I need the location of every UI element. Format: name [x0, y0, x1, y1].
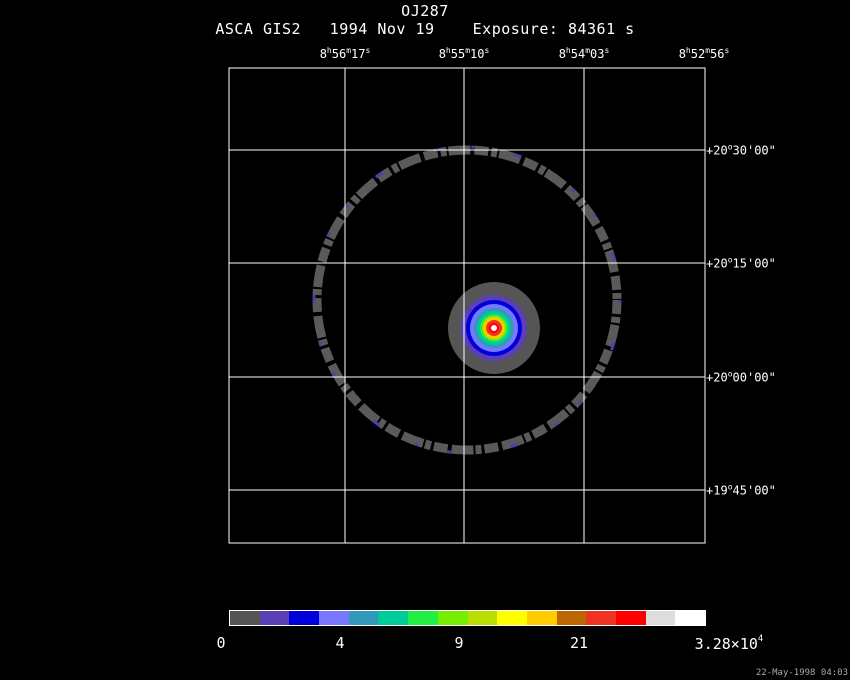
dec-tick-label: +20o30'00" — [706, 142, 776, 158]
colorbar-swatch — [408, 611, 438, 625]
colorbar-label: 21 — [569, 634, 589, 652]
colorbar-swatch — [467, 611, 498, 625]
colorbar-swatch — [230, 611, 260, 625]
colorbar — [229, 610, 706, 626]
ra-tick-label: 8h55m10s — [438, 46, 490, 61]
colorbar-swatch — [526, 611, 557, 625]
colorbar-swatch — [675, 611, 705, 625]
colorbar-swatch — [497, 611, 527, 625]
ra-tick-label: 8h52m56s — [678, 46, 730, 61]
colorbar-swatch — [319, 611, 349, 625]
colorbar-swatch — [556, 611, 587, 625]
plot-frame — [228, 67, 706, 544]
dec-tick-label: +19o45'00" — [706, 482, 776, 498]
colorbar-swatch — [586, 611, 616, 625]
colorbar-label: 3.28×104 — [694, 634, 764, 653]
source-contour-11 — [491, 325, 497, 331]
colorbar-swatch — [289, 611, 320, 625]
dec-tick-label: +20o15'00" — [706, 255, 776, 271]
colorbar-label: 9 — [454, 634, 464, 652]
fov-ring-edge — [312, 145, 622, 455]
colorbar-swatch — [645, 611, 676, 625]
colorbar-label: 4 — [335, 634, 345, 652]
colorbar-swatch — [378, 611, 409, 625]
ra-tick-label: 8h56m17s — [319, 46, 371, 61]
colorbar-swatch — [437, 611, 468, 625]
dec-tick-label: +20o00'00" — [706, 369, 776, 385]
object-title: OJ287 — [401, 2, 449, 20]
ra-tick-label: 8h54m03s — [558, 46, 610, 61]
colorbar-swatch — [348, 611, 379, 625]
observation-info: ASCA GIS2 1994 Nov 19 Exposure: 84361 s — [215, 20, 635, 38]
timestamp: 22-May-1998 04:03 — [755, 668, 848, 678]
colorbar-label: 0 — [216, 634, 226, 652]
colorbar-swatch — [259, 611, 290, 625]
colorbar-swatch — [615, 611, 646, 625]
